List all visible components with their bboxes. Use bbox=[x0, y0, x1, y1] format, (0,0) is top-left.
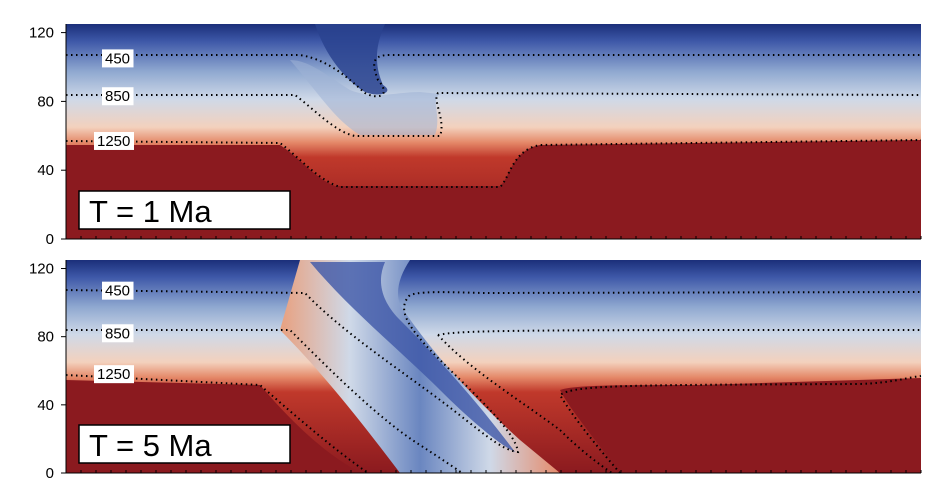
isotherm-450-line bbox=[66, 54, 921, 98]
panel-1-y-axis: 0 40 80 120 bbox=[29, 24, 67, 248]
isotherm-850-line bbox=[66, 91, 922, 137]
y-tick-label: 120 bbox=[29, 25, 54, 42]
y-tick-label: 40 bbox=[37, 162, 54, 179]
panel-2-hot-mantle-right bbox=[560, 378, 921, 473]
isotherm-1250-line-p2 bbox=[65, 374, 922, 474]
panel-1-isotherm-labels: 450 850 1250 bbox=[94, 49, 134, 150]
panel-2: 0 40 80 120 450 850 1250 T = 5 Ma bbox=[29, 260, 922, 482]
y-tick-label: 40 bbox=[37, 397, 54, 414]
panel-1-time-box-frame bbox=[78, 190, 291, 230]
isotherm-label-box bbox=[102, 87, 134, 106]
isotherm-label-box bbox=[94, 131, 134, 150]
panel-1-isotherms bbox=[65, 54, 922, 188]
isotherm-label-box bbox=[102, 49, 134, 68]
panel-2-time-label: T = 5 Ma bbox=[89, 428, 212, 463]
isotherm-label-450: 450 bbox=[105, 50, 130, 67]
panel-2-y-axis: 0 40 80 120 bbox=[29, 260, 67, 482]
isotherm-850-line-p2 bbox=[66, 329, 922, 474]
y-tick-label: 0 bbox=[46, 231, 54, 248]
isotherm-label-box bbox=[102, 324, 134, 343]
isotherm-label-1250: 1250 bbox=[97, 366, 130, 383]
y-tick-label: 80 bbox=[37, 329, 54, 346]
y-tick-label: 80 bbox=[37, 93, 54, 110]
isotherm-label-850: 850 bbox=[105, 88, 130, 105]
panel-2-isotherm-labels: 450 850 1250 bbox=[94, 281, 134, 384]
panel-2-time-box: T = 5 Ma bbox=[78, 424, 291, 464]
isotherm-label-box bbox=[102, 281, 134, 300]
isotherm-label-box bbox=[94, 365, 134, 384]
y-tick-label: 120 bbox=[29, 261, 54, 278]
panel-2-x-ticks bbox=[65, 470, 922, 474]
panel-1-cold-plume bbox=[315, 24, 388, 95]
isotherm-label-1250: 1250 bbox=[97, 133, 130, 150]
y-tick-label: 0 bbox=[46, 465, 54, 482]
panel-1-x-ticks bbox=[65, 236, 922, 240]
panel-1: 0 40 80 120 450 850 1250 T = 1 Ma bbox=[29, 24, 922, 248]
isotherm-label-850: 850 bbox=[105, 325, 130, 342]
panel-1-time-box: T = 1 Ma bbox=[78, 190, 291, 230]
panel-1-time-label: T = 1 Ma bbox=[89, 194, 212, 229]
panel-1-cool-tongue bbox=[290, 60, 440, 135]
panel-2-slab-core bbox=[310, 262, 515, 452]
panel-2-isotherms bbox=[65, 289, 922, 474]
isotherm-label-450: 450 bbox=[105, 283, 130, 300]
panel-2-time-box-frame bbox=[78, 424, 291, 464]
